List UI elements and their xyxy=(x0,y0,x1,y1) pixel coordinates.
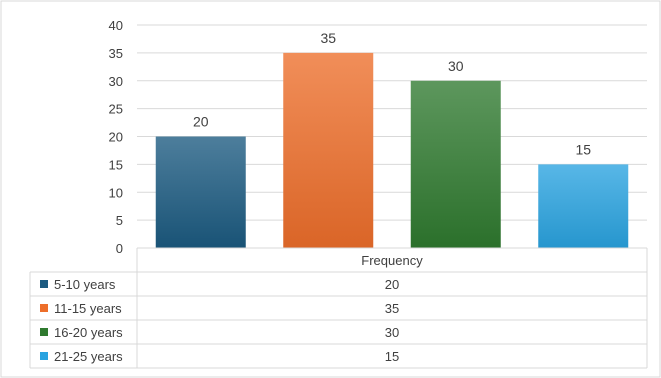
legend-entry: 11-15 years xyxy=(54,301,122,316)
bar-5-10-years xyxy=(155,136,246,248)
y-axis-ticks: 0 5 10 15 20 25 30 35 40 xyxy=(109,18,123,256)
legend-key xyxy=(40,280,48,288)
y-tick-label: 20 xyxy=(109,130,123,145)
bar-11-15-years xyxy=(283,52,374,248)
data-labels: 20 35 30 15 xyxy=(193,30,591,158)
data-label: 20 xyxy=(193,114,209,130)
data-table: Frequency 5-10 years 20 11-15 years 35 16-20 … xyxy=(29,247,648,369)
table-header-category: Frequency xyxy=(361,253,423,268)
bars xyxy=(155,52,629,248)
legend-key xyxy=(40,304,48,312)
y-tick-label: 5 xyxy=(116,213,123,228)
y-tick-label: 35 xyxy=(109,46,123,61)
y-tick-label: 10 xyxy=(109,185,123,200)
legend-entry: 21-25 years xyxy=(54,349,123,364)
table-value: 30 xyxy=(385,325,399,340)
table-value: 35 xyxy=(385,301,399,316)
y-tick-label: 15 xyxy=(109,157,123,172)
table-value: 15 xyxy=(385,349,399,364)
y-tick-label: 30 xyxy=(109,74,123,89)
bar-21-25-years xyxy=(538,164,629,248)
table-value: 20 xyxy=(385,277,399,292)
legend-key xyxy=(40,328,48,336)
legend-entry: 16-20 years xyxy=(54,325,123,340)
y-tick-label: 0 xyxy=(116,241,123,256)
y-tick-label: 40 xyxy=(109,18,123,33)
data-label: 15 xyxy=(575,141,591,157)
y-tick-label: 25 xyxy=(109,102,123,117)
data-label: 35 xyxy=(320,30,336,46)
legend-entry: 5-10 years xyxy=(54,277,116,292)
legend-key xyxy=(40,352,48,360)
bar-16-20-years xyxy=(410,80,501,248)
data-label: 30 xyxy=(448,58,464,74)
